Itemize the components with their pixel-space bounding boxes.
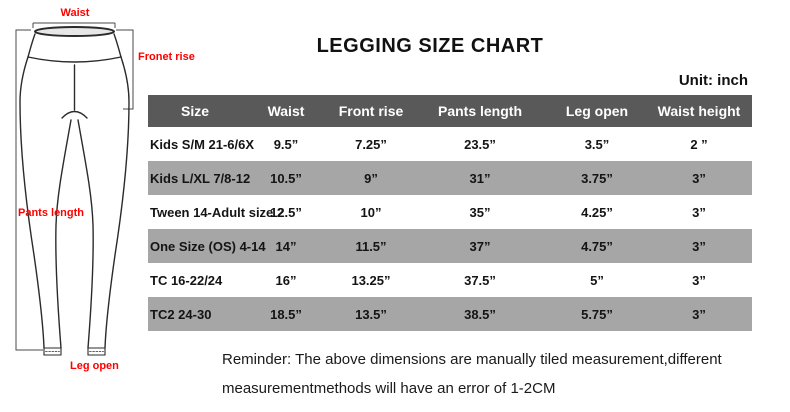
cell-leg-open: 3.75” — [548, 161, 646, 195]
cell-pants-length: 37” — [412, 229, 548, 263]
cell-pants-length: 37.5” — [464, 272, 496, 288]
cell-leg-open: 4.25” — [581, 204, 613, 220]
reminder-line-2: measurementmethods will have an error of… — [222, 380, 556, 397]
cell-leg-open: 5” — [590, 272, 604, 288]
cell-waist: 18.5” — [242, 297, 330, 331]
waist-measure-label: Waist — [60, 7, 90, 19]
leg-open-measure-label: Leg open — [70, 360, 119, 372]
cell-waist-height: 3” — [646, 229, 752, 263]
cell-size: Kids S/M 21-6/6X — [150, 136, 255, 152]
cell-waist-height: 3” — [692, 204, 706, 220]
cell-leg-open: 4.75” — [548, 229, 646, 263]
reminder-line-1: Reminder: The above dimensions are manua… — [222, 351, 722, 368]
column-header-waist-height: Waist height — [646, 95, 752, 127]
column-header-size: Size — [148, 95, 242, 127]
table-header-row: Size Waist Front rise Pants length Leg o… — [148, 95, 752, 127]
cell-front-rise: 10” — [360, 204, 382, 220]
cell-size: TC2 24-30 — [148, 297, 242, 331]
column-header-pants-length: Pants length — [412, 95, 548, 127]
cell-front-rise: 9” — [330, 161, 412, 195]
cell-size: Tween 14-Adult size 2 — [150, 204, 285, 220]
table-row: Tween 14-Adult size 2 12.5” 10” 35” 4.25… — [148, 195, 752, 229]
page-title: LEGGING SIZE CHART — [316, 35, 544, 57]
table-row: Kids S/M 21-6/6X 9.5” 7.25” 23.5” 3.5” 2… — [148, 127, 752, 161]
cell-waist-height: 2 ” — [690, 136, 708, 152]
cell-leg-open: 3.5” — [584, 136, 610, 152]
table-row: One Size (OS) 4-14 14” 11.5” 37” 4.75” 3… — [148, 229, 752, 263]
front-rise-measure-label: Fronet rise — [138, 51, 195, 63]
leggings-outline — [19, 26, 130, 356]
cell-front-rise: 11.5” — [330, 229, 412, 263]
cell-pants-length: 35” — [469, 204, 491, 220]
cell-waist: 16” — [275, 272, 297, 288]
cell-waist: 9.5” — [273, 136, 299, 152]
cell-waist-height: 3” — [646, 297, 752, 331]
cell-front-rise: 13.25” — [351, 272, 391, 288]
size-chart-table: Size Waist Front rise Pants length Leg o… — [148, 95, 752, 331]
column-header-front-rise: Front rise — [330, 95, 412, 127]
cell-front-rise: 7.25” — [355, 136, 387, 152]
cell-front-rise: 13.5” — [330, 297, 412, 331]
reminder-note: Reminder: The above dimensions are manua… — [222, 345, 762, 403]
cell-waist: 14” — [242, 229, 330, 263]
table-row: TC 16-22/24 16” 13.25” 37.5” 5” 3” — [148, 263, 752, 297]
column-header-waist: Waist — [242, 95, 330, 127]
cell-waist-height: 3” — [692, 272, 706, 288]
table-row: Kids L/XL 7/8-12 10.5” 9” 31” 3.75” 3” — [148, 161, 752, 195]
cell-waist: 12.5” — [270, 204, 302, 220]
pants-length-measure-label: Pants length — [18, 207, 85, 219]
cell-pants-length: 23.5” — [464, 136, 496, 152]
cell-waist: 10.5” — [242, 161, 330, 195]
cell-size: Kids L/XL 7/8-12 — [148, 161, 250, 195]
measurement-lines — [15, 22, 134, 351]
cell-pants-length: 31” — [412, 161, 548, 195]
leggings-diagram — [15, 22, 134, 356]
cell-size: One Size (OS) 4-14 — [148, 229, 266, 263]
table-row: TC2 24-30 18.5” 13.5” 38.5” 5.75” 3” — [148, 297, 752, 331]
cell-size: TC 16-22/24 — [150, 272, 223, 288]
column-header-leg-open: Leg open — [548, 95, 646, 127]
unit-label: Unit: inch — [678, 72, 748, 89]
cell-leg-open: 5.75” — [548, 297, 646, 331]
cell-pants-length: 38.5” — [412, 297, 548, 331]
cell-waist-height: 3” — [646, 161, 752, 195]
